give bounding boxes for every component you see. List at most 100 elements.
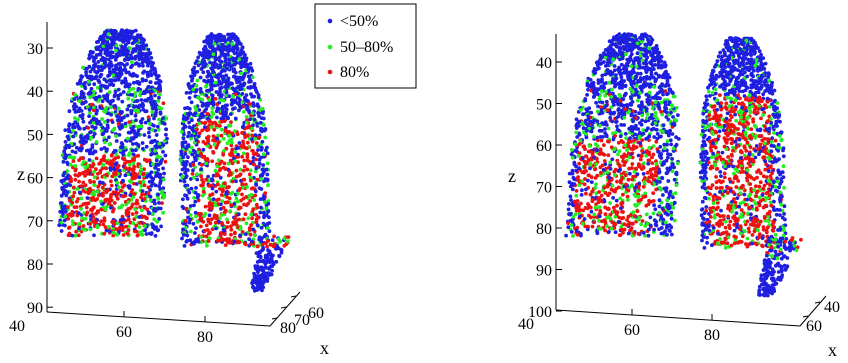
left-point — [227, 57, 232, 62]
right-point — [641, 85, 646, 89]
left-point — [61, 191, 66, 196]
left-point — [266, 201, 271, 206]
left-point — [198, 87, 203, 91]
right-point — [617, 215, 622, 220]
left-point — [149, 89, 154, 93]
right-point — [651, 51, 655, 56]
left-point — [219, 127, 224, 132]
left-point — [236, 101, 240, 106]
left-point — [70, 219, 75, 224]
left-point — [67, 212, 72, 217]
left-point — [136, 125, 141, 129]
left-point — [105, 35, 110, 39]
left-point — [209, 206, 214, 211]
left-point — [88, 227, 93, 232]
right-point — [650, 63, 655, 68]
left-point — [246, 85, 251, 90]
left-point — [136, 108, 141, 113]
right-point — [585, 81, 590, 86]
left-point — [82, 126, 87, 131]
left-point — [267, 249, 272, 254]
left-point — [111, 190, 116, 195]
right-point — [603, 127, 607, 131]
right-point — [641, 131, 646, 136]
left-point — [90, 67, 95, 71]
left-point — [251, 227, 256, 232]
left-point — [196, 63, 201, 68]
left-point — [231, 107, 235, 111]
left-point — [126, 228, 131, 233]
right-point — [639, 36, 644, 41]
left-point — [214, 57, 218, 62]
right-point — [659, 64, 664, 69]
left-point — [91, 50, 95, 55]
left-point — [94, 220, 98, 225]
left-point — [131, 161, 136, 166]
left-y-tick-label: 80 — [280, 320, 296, 337]
left-point — [86, 91, 91, 96]
right-point — [621, 97, 626, 102]
right-point — [617, 92, 622, 97]
left-point — [235, 132, 240, 137]
left-point — [119, 141, 124, 145]
left-point — [65, 176, 70, 181]
right-point — [566, 225, 571, 230]
right-point — [575, 135, 580, 139]
right-point — [602, 159, 607, 163]
left-point — [94, 156, 99, 161]
right-point — [670, 157, 674, 161]
right-point — [627, 155, 632, 160]
left-point — [77, 221, 82, 226]
left-point — [106, 201, 111, 206]
left-point — [158, 175, 163, 180]
right-point — [647, 145, 652, 150]
left-point — [248, 228, 252, 233]
left-point — [189, 100, 194, 105]
left-point — [165, 136, 169, 141]
left-point — [211, 52, 216, 57]
left-point — [185, 233, 190, 238]
right-point — [630, 128, 635, 133]
left-point — [144, 109, 149, 114]
left-point — [252, 84, 256, 88]
right-point — [643, 119, 648, 124]
right-point-cloud — [564, 32, 803, 298]
left-point — [85, 196, 90, 200]
right-point — [608, 167, 613, 171]
left-point — [202, 64, 207, 69]
left-point — [120, 203, 125, 208]
left-point — [138, 205, 143, 209]
left-point — [88, 69, 93, 74]
left-point — [204, 84, 208, 89]
right-point — [622, 227, 627, 232]
left-point — [221, 47, 226, 52]
left-point — [237, 108, 241, 113]
left-point — [116, 121, 121, 126]
left-z-tick-label: 50 — [27, 127, 43, 144]
left-point — [102, 77, 107, 82]
left-point — [84, 73, 89, 78]
right-point — [626, 188, 631, 193]
left-point — [79, 134, 83, 138]
left-point — [279, 250, 284, 255]
left-point — [197, 50, 202, 55]
left-point — [119, 111, 123, 115]
left-point — [183, 152, 188, 156]
left-point — [194, 138, 199, 143]
left-point — [250, 216, 255, 221]
left-point — [143, 120, 148, 125]
left-point — [161, 143, 166, 147]
left-point — [162, 195, 166, 200]
right-point — [567, 171, 572, 176]
left-point — [108, 105, 113, 110]
left-point — [142, 214, 147, 219]
left-point — [200, 97, 205, 102]
right-point — [613, 84, 617, 89]
right-point — [650, 106, 655, 111]
left-point — [164, 127, 169, 132]
left-point — [215, 198, 219, 203]
left-point — [186, 134, 190, 139]
left-point — [130, 148, 135, 153]
